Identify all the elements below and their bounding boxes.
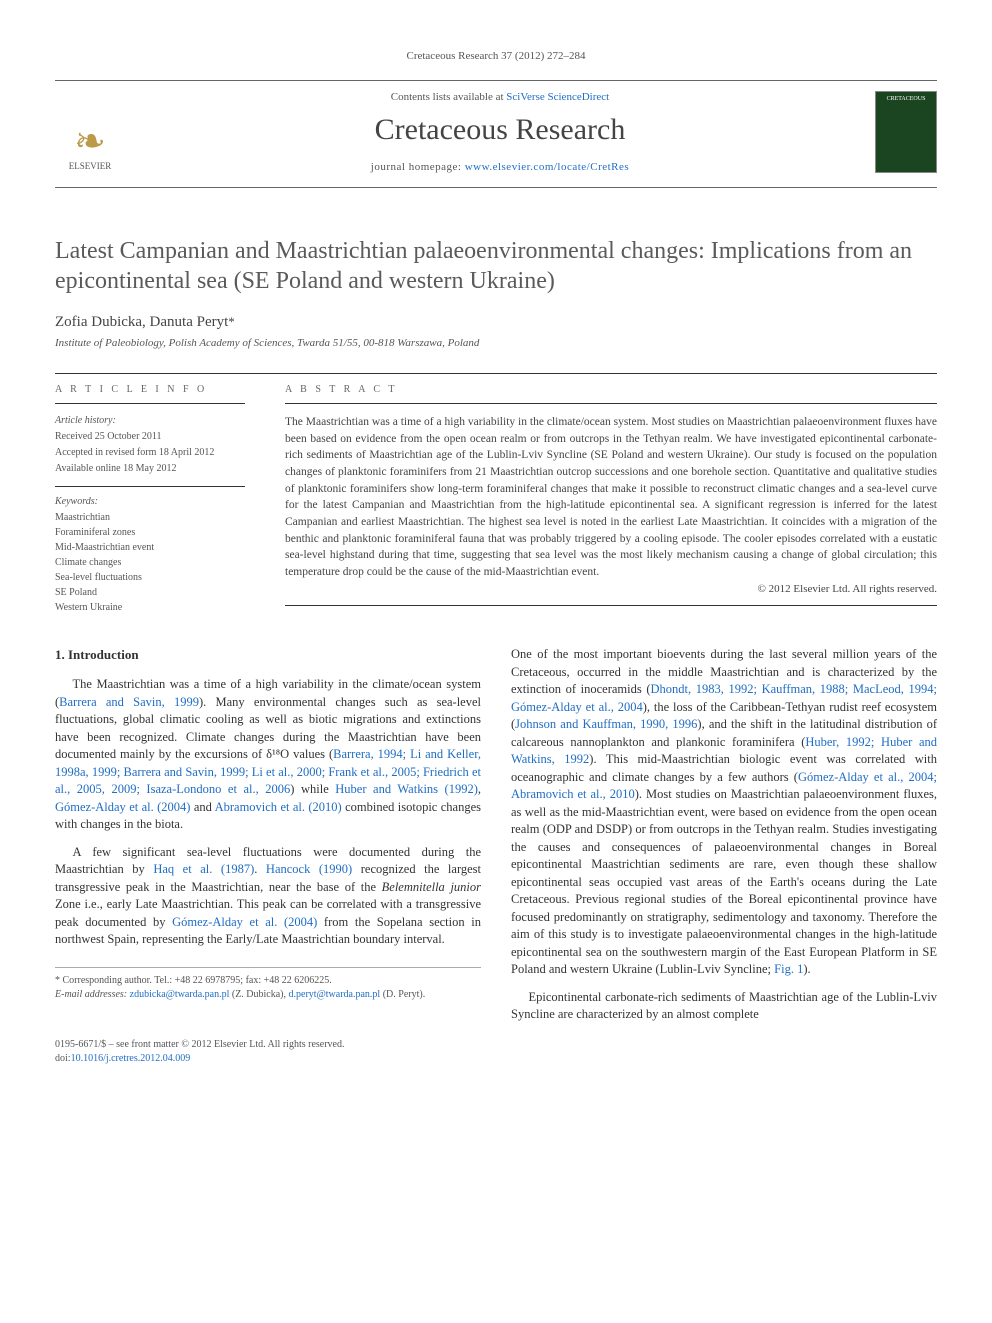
email-who: (Z. Dubicka), <box>229 989 288 1000</box>
citation-link[interactable]: Hancock (1990) <box>266 862 352 876</box>
cover-label: CRETACEOUS <box>887 96 926 102</box>
contents-line: Contents lists available at SciVerse Sci… <box>143 91 857 103</box>
text: and <box>190 800 214 814</box>
info-abstract-row: A R T I C L E I N F O Article history: R… <box>55 373 937 616</box>
contents-prefix: Contents lists available at <box>391 91 506 103</box>
text: ) while <box>290 782 335 796</box>
abstract-heading: A B S T R A C T <box>285 384 937 404</box>
text: ). Most studies on Maastrichtian palaeoe… <box>511 787 937 976</box>
corresponding-footnote: * Corresponding author. Tel.: +48 22 697… <box>55 974 481 988</box>
history-accepted: Accepted in revised form 18 April 2012 <box>55 446 245 460</box>
running-header: Cretaceous Research 37 (2012) 272–284 <box>55 50 937 62</box>
affiliation: Institute of Paleobiology, Polish Academ… <box>55 337 937 349</box>
publisher-logo: ❧ ELSEVIER <box>55 93 125 171</box>
doi-prefix: doi: <box>55 1053 71 1064</box>
section-heading-introduction: 1. Introduction <box>55 646 481 664</box>
body-para-2: A few significant sea-level fluctuations… <box>55 844 481 949</box>
author-names: Zofia Dubicka, Danuta Peryt <box>55 314 228 330</box>
abstract-text: The Maastrichtian was a time of a high v… <box>285 414 937 581</box>
abstract-rule <box>285 605 937 606</box>
page-container: Cretaceous Research 37 (2012) 272–284 ❧ … <box>0 0 992 1116</box>
citation-link[interactable]: Gómez-Alday et al. (2004) <box>55 800 190 814</box>
abstract-block: A B S T R A C T The Maastrichtian was a … <box>285 384 937 616</box>
history-online: Available online 18 May 2012 <box>55 462 245 476</box>
email-link[interactable]: d.peryt@twarda.pan.pl <box>289 989 381 1000</box>
article-info-heading: A R T I C L E I N F O <box>55 384 245 404</box>
corresponding-mark: * <box>228 314 235 329</box>
homepage-prefix: journal homepage: <box>371 161 465 173</box>
journal-cover-thumbnail: CRETACEOUS <box>875 91 937 173</box>
text: . <box>254 862 266 876</box>
citation-link[interactable]: Huber and Watkins (1992) <box>335 782 478 796</box>
homepage-link[interactable]: www.elsevier.com/locate/CretRes <box>465 161 629 173</box>
citation-link[interactable]: Barrera and Savin, 1999 <box>59 695 199 709</box>
keyword: Sea-level fluctuations <box>55 571 245 585</box>
history-received: Received 25 October 2011 <box>55 430 245 444</box>
citation-link[interactable]: Gómez-Alday et al. (2004) <box>172 915 317 929</box>
authors: Zofia Dubicka, Danuta Peryt* <box>55 314 937 331</box>
text: , <box>478 782 481 796</box>
issn-line: 0195-6671/$ – see front matter © 2012 El… <box>55 1038 937 1052</box>
keyword: Mid-Maastrichtian event <box>55 541 245 555</box>
body-para-4: Epicontinental carbonate-rich sediments … <box>511 989 937 1024</box>
body-columns: 1. Introduction The Maastrichtian was a … <box>55 646 937 1024</box>
email-footnote: E-mail addresses: zdubicka@twarda.pan.pl… <box>55 988 481 1002</box>
masthead-center: Contents lists available at SciVerse Sci… <box>143 91 857 173</box>
figure-link[interactable]: Fig. 1 <box>774 962 803 976</box>
citation-link[interactable]: Haq et al. (1987) <box>153 862 254 876</box>
sciencedirect-link[interactable]: SciVerse ScienceDirect <box>506 91 609 103</box>
article-info-block: A R T I C L E I N F O Article history: R… <box>55 384 245 616</box>
keywords-heading: Keywords: <box>55 495 245 509</box>
journal-name: Cretaceous Research <box>143 113 857 147</box>
elsevier-tree-icon: ❧ <box>74 123 106 161</box>
citation-link[interactable]: Johnson and Kauffman, 1990, 1996 <box>515 717 697 731</box>
footer-block: 0195-6671/$ – see front matter © 2012 El… <box>55 1038 937 1066</box>
publisher-label: ELSEVIER <box>69 161 112 171</box>
doi-link[interactable]: 10.1016/j.cretres.2012.04.009 <box>71 1053 191 1064</box>
body-para-1: The Maastrichtian was a time of a high v… <box>55 676 481 834</box>
email-who: (D. Peryt). <box>383 989 426 1000</box>
homepage-line: journal homepage: www.elsevier.com/locat… <box>143 161 857 173</box>
email-link[interactable]: zdubicka@twarda.pan.pl <box>130 989 230 1000</box>
keyword: Maastrichtian <box>55 511 245 525</box>
keyword: SE Poland <box>55 586 245 600</box>
keyword: Foraminiferal zones <box>55 526 245 540</box>
keywords-list: Maastrichtian Foraminiferal zones Mid-Ma… <box>55 511 245 615</box>
abstract-copyright: © 2012 Elsevier Ltd. All rights reserved… <box>285 583 937 595</box>
footnotes: * Corresponding author. Tel.: +48 22 697… <box>55 967 481 1002</box>
keyword: Climate changes <box>55 556 245 570</box>
keyword: Western Ukraine <box>55 601 245 615</box>
body-para-3: One of the most important bioevents duri… <box>511 646 937 979</box>
doi-line: doi:10.1016/j.cretres.2012.04.009 <box>55 1052 937 1066</box>
email-label: E-mail addresses: <box>55 989 127 1000</box>
masthead: ❧ ELSEVIER Contents lists available at S… <box>55 80 937 188</box>
article-title: Latest Campanian and Maastrichtian palae… <box>55 236 937 296</box>
taxon-italic: Belemnitella junior <box>382 880 481 894</box>
citation-link[interactable]: Abramovich et al. (2010) <box>215 800 342 814</box>
text: ). <box>803 962 810 976</box>
history-heading: Article history: <box>55 414 245 428</box>
